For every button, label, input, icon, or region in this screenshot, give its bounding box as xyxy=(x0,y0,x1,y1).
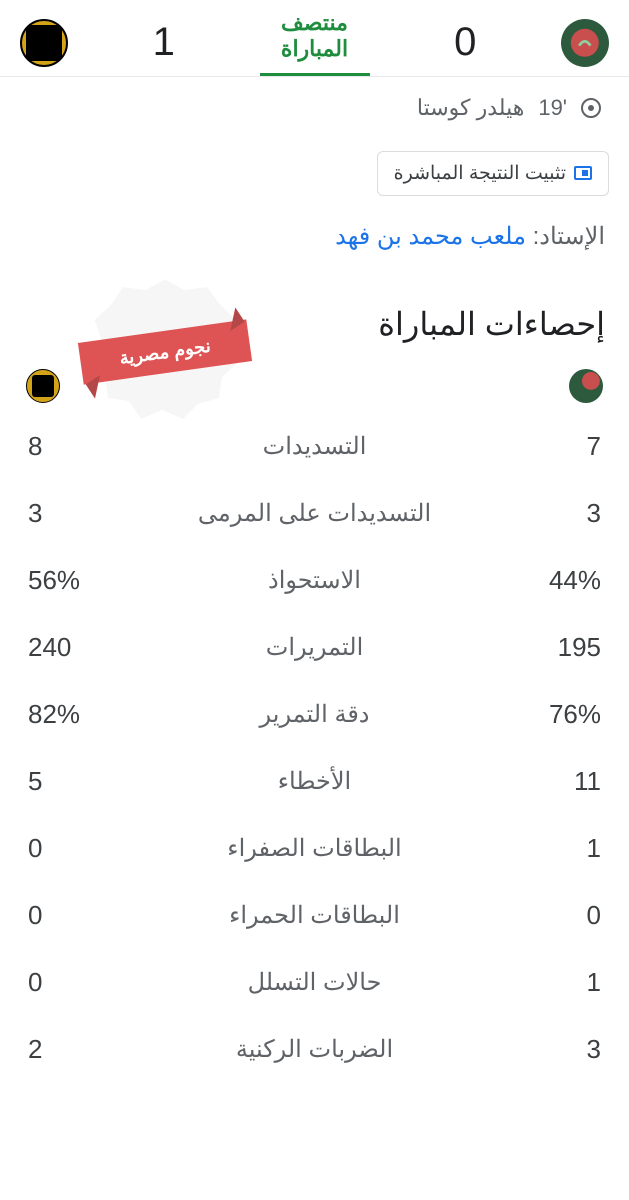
stat-label: البطاقات الصفراء xyxy=(108,834,521,863)
stat-row: 76%دقة التمرير82% xyxy=(0,681,629,748)
goal-minute: 19' xyxy=(538,95,567,121)
stat-home-value: 0 xyxy=(521,900,601,931)
stat-row: 0البطاقات الحمراء0 xyxy=(0,882,629,949)
pin-icon xyxy=(574,166,592,180)
stat-home-value: 76% xyxy=(521,699,601,730)
stats-table: 7التسديدات83التسديدات على المرمى344%الاس… xyxy=(0,413,629,1083)
stadium-link[interactable]: ملعب محمد بن فهد xyxy=(335,223,526,250)
goal-scorer: هيلدر كوستا xyxy=(417,95,524,121)
stat-row: 11الأخطاء5 xyxy=(0,748,629,815)
score-header: 0 منتصف المباراة 1 xyxy=(0,0,629,77)
stat-row: 7التسديدات8 xyxy=(0,413,629,480)
stat-label: التسديدات على المرمى xyxy=(108,499,521,528)
stat-label: التمريرات xyxy=(108,633,521,662)
stat-away-value: 240 xyxy=(28,632,108,663)
goal-icon xyxy=(581,98,601,118)
stat-label: دقة التمرير xyxy=(108,700,521,729)
stat-home-value: 1 xyxy=(521,833,601,864)
stat-home-value: 11 xyxy=(521,766,601,797)
stat-home-value: 3 xyxy=(521,498,601,529)
stat-away-value: 8 xyxy=(28,431,108,462)
stat-home-value: 195 xyxy=(521,632,601,663)
home-team-logo[interactable] xyxy=(561,19,609,67)
stat-label: الاستحواذ xyxy=(108,566,521,595)
stat-away-value: 0 xyxy=(28,967,108,998)
stat-away-value: 3 xyxy=(28,498,108,529)
stat-away-value: 0 xyxy=(28,900,108,931)
stadium-row: الإستاد: ملعب محمد بن فهد xyxy=(0,216,629,269)
away-score: 1 xyxy=(134,20,194,65)
stats-away-logo xyxy=(26,369,60,403)
stat-away-value: 56% xyxy=(28,565,108,596)
stats-team-icons xyxy=(0,359,629,413)
stat-label: التسديدات xyxy=(108,432,521,461)
match-status[interactable]: منتصف المباراة xyxy=(260,10,370,76)
stat-label: حالات التسلل xyxy=(108,968,521,997)
away-team-logo[interactable] xyxy=(20,19,68,67)
pin-row: تثبيت النتيجة المباشرة xyxy=(0,139,629,216)
stat-away-value: 5 xyxy=(28,766,108,797)
stat-row: 3التسديدات على المرمى3 xyxy=(0,480,629,547)
goal-event-row: هيلدر كوستا 19' xyxy=(0,77,629,139)
stat-away-value: 0 xyxy=(28,833,108,864)
stat-label: الأخطاء xyxy=(108,767,521,796)
stat-label: الضربات الركنية xyxy=(108,1035,521,1064)
stat-away-value: 2 xyxy=(28,1034,108,1065)
stat-home-value: 44% xyxy=(521,565,601,596)
status-line-2: المباراة xyxy=(260,36,370,62)
stats-title: إحصاءات المباراة xyxy=(0,269,629,359)
stat-home-value: 7 xyxy=(521,431,601,462)
stat-row: 3الضربات الركنية2 xyxy=(0,1016,629,1083)
pin-button-label: تثبيت النتيجة المباشرة xyxy=(394,162,566,185)
stat-row: 195التمريرات240 xyxy=(0,614,629,681)
stadium-label: الإستاد: xyxy=(533,223,605,250)
stat-label: البطاقات الحمراء xyxy=(108,901,521,930)
pin-live-score-button[interactable]: تثبيت النتيجة المباشرة xyxy=(377,151,609,196)
stats-home-logo xyxy=(569,369,603,403)
stat-home-value: 3 xyxy=(521,1034,601,1065)
stat-row: 44%الاستحواذ56% xyxy=(0,547,629,614)
stat-row: 1حالات التسلل0 xyxy=(0,949,629,1016)
home-score: 0 xyxy=(435,20,495,65)
status-line-1: منتصف xyxy=(260,10,370,36)
stat-away-value: 82% xyxy=(28,699,108,730)
stat-row: 1البطاقات الصفراء0 xyxy=(0,815,629,882)
stat-home-value: 1 xyxy=(521,967,601,998)
